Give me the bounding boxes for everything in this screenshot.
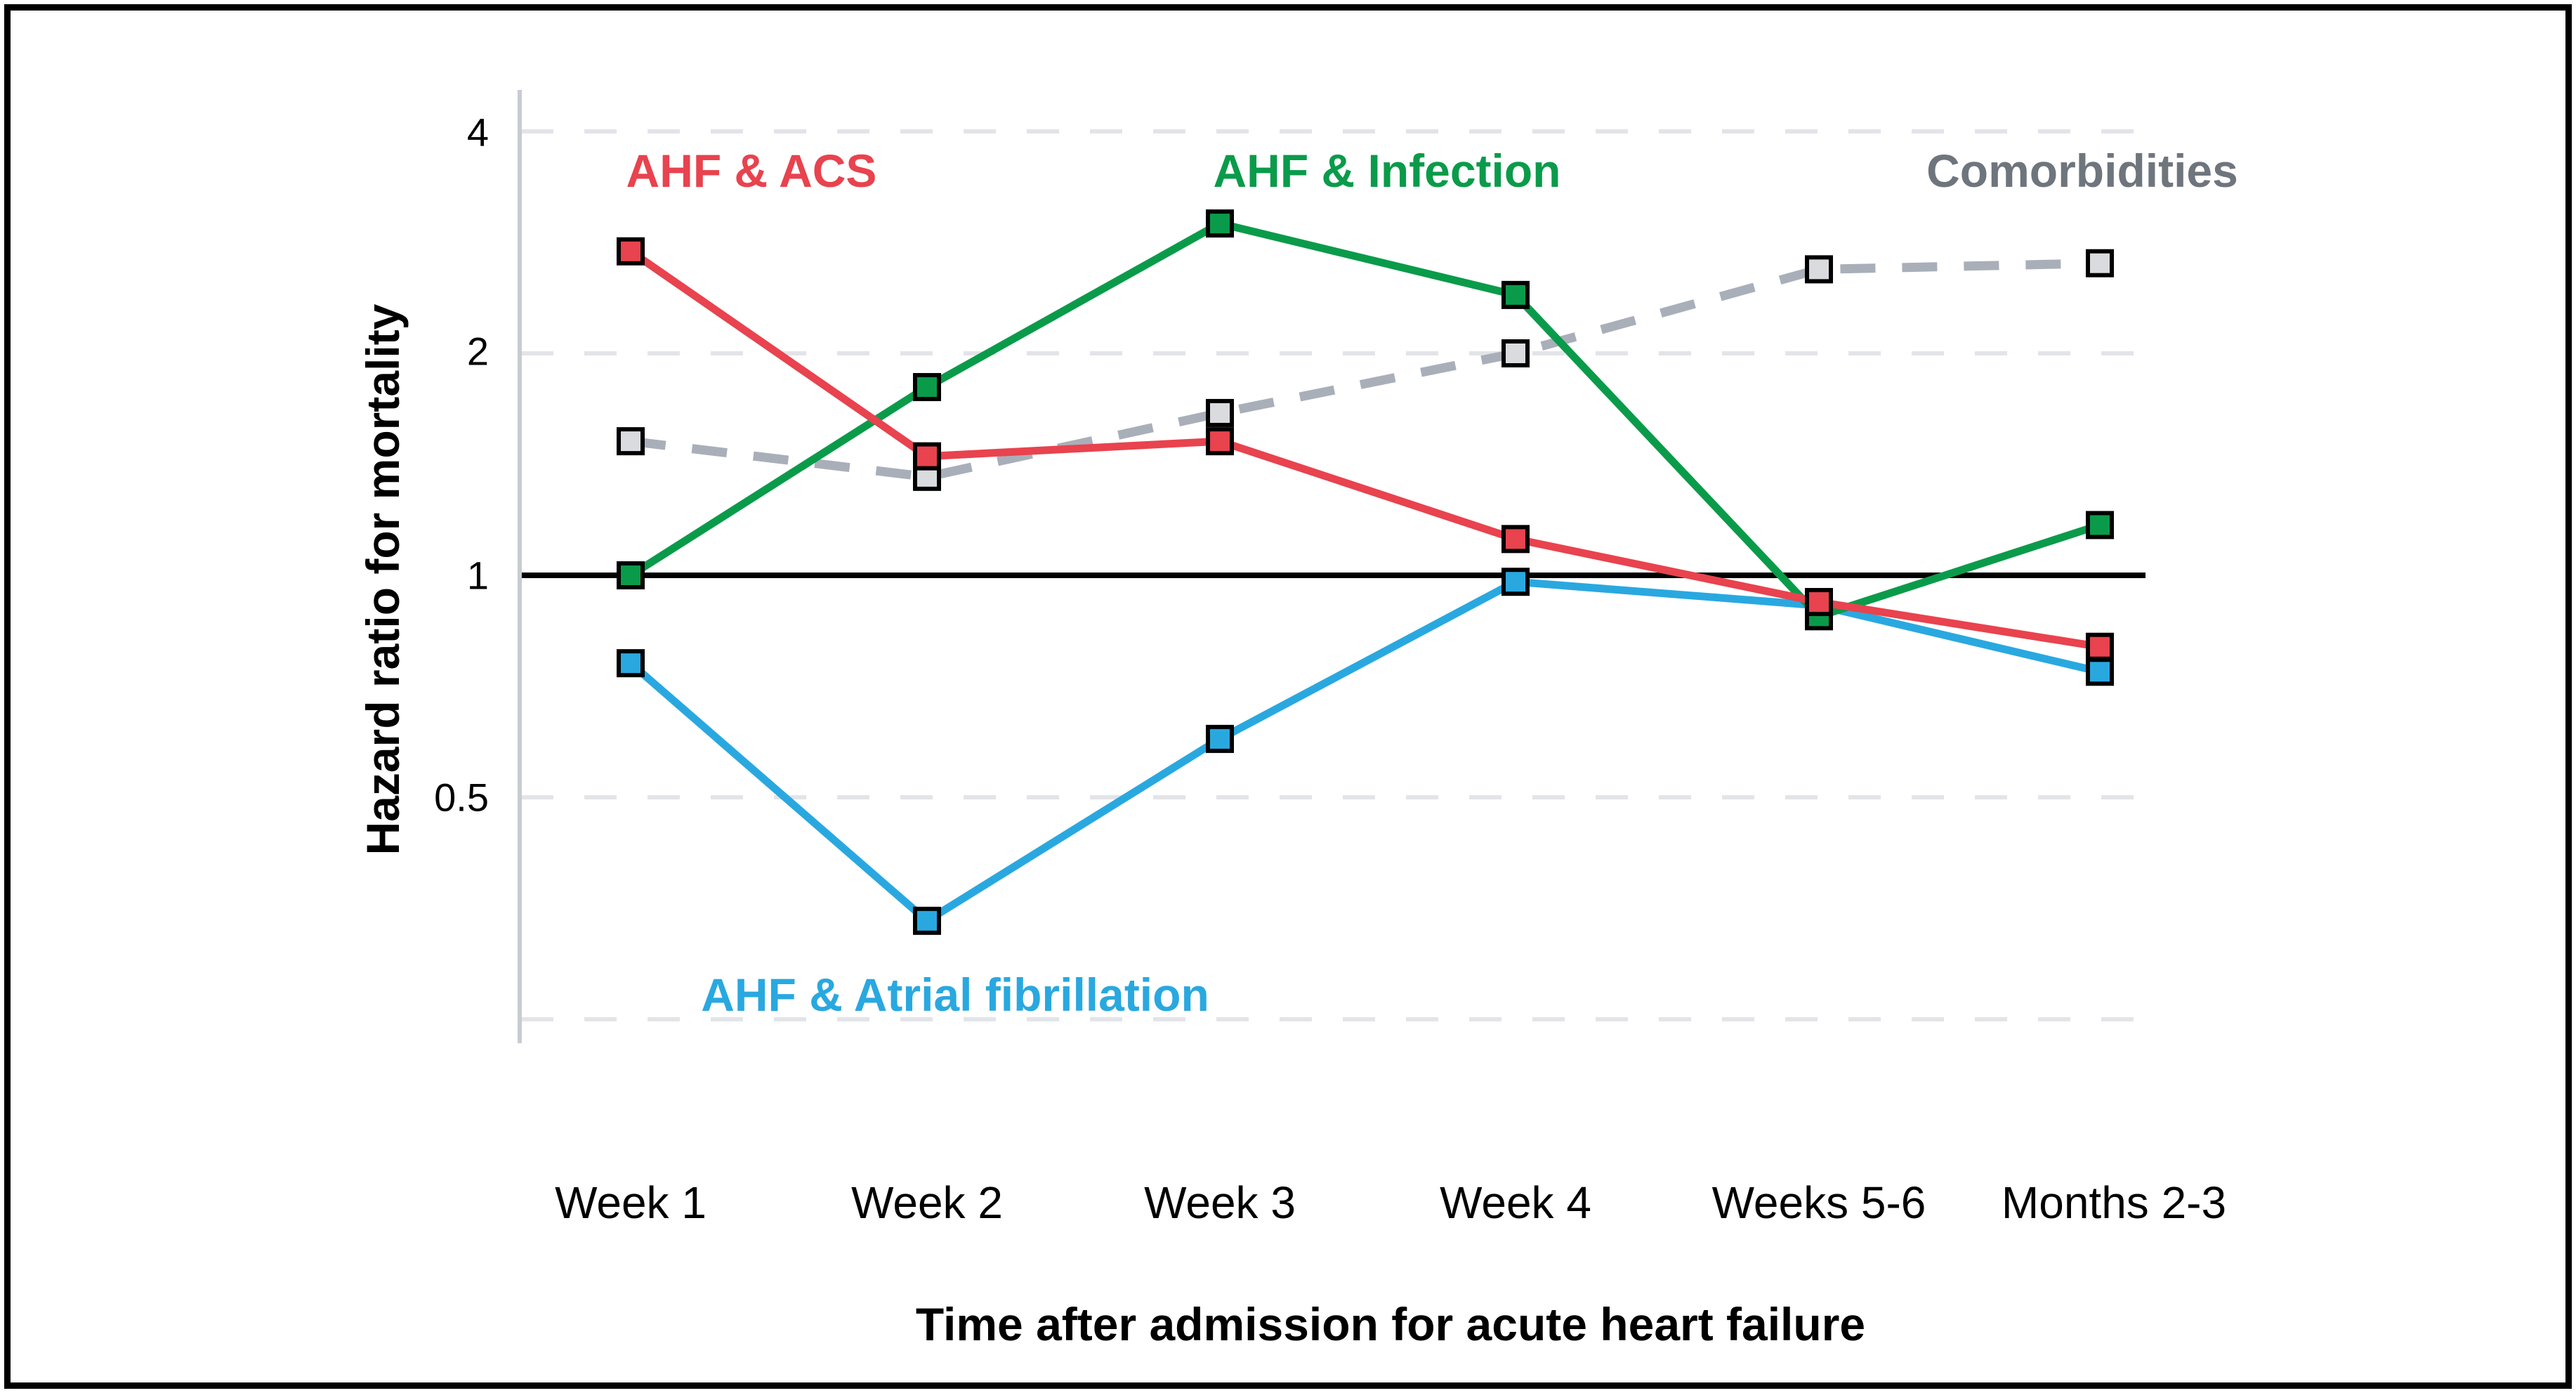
series-line-3 [628,248,2101,651]
data-point-marker-s3-p1 [913,442,941,471]
data-point-marker-s0-p5 [2086,249,2114,277]
x-tick-months2-3: Months 2-3 [2002,1177,2226,1228]
data-point-marker-s0-p2 [1206,398,1234,427]
legend-label-ahf-infection: AHF & Infection [1214,145,1561,197]
data-point-marker-s3-p3 [1501,525,1530,554]
data-point-marker-s0-p4 [1805,255,1833,284]
data-point-marker-s3-p0 [617,237,645,266]
figure-border [4,4,2572,1389]
data-point-marker-s1-p1 [913,906,941,935]
data-point-marker-s3-p2 [1206,427,1234,456]
x-axis-title: Time after admission for acute heart fai… [916,1298,1865,1350]
data-point-marker-s2-p0 [617,561,645,589]
x-tick-week3: Week 3 [1144,1177,1296,1228]
legend-label-ahf-atrial-fibrillation: AHF & Atrial fibrillation [701,969,1209,1021]
data-point-marker-s3-p4 [1805,588,1833,617]
gridlines-layer [520,129,2148,1021]
y-tick-0-5: 0.5 [434,776,489,820]
x-tick-week2: Week 2 [851,1177,1003,1228]
data-point-marker-s1-p2 [1206,724,1234,753]
legend-label-comorbidities: Comorbidities [1926,145,2238,197]
series-line-2 [629,219,2101,621]
data-point-marker-s2-p5 [2086,511,2114,539]
y-tick-1: 1 [467,554,489,598]
data-point-marker-s1-p0 [617,649,645,678]
data-point-marker-s0-p3 [1501,339,1530,367]
data-point-marker-s1-p5 [2086,658,2114,686]
series-line-1 [628,577,2101,926]
data-point-marker-s2-p3 [1501,280,1530,309]
series-layer [617,209,2114,935]
y-axis-title: Hazard ratio for mortality [357,303,409,855]
data-point-marker-s1-p3 [1501,568,1530,596]
data-point-marker-s2-p1 [913,373,941,402]
x-tick-weeks5-6: Weeks 5-6 [1712,1177,1926,1228]
data-point-marker-s3-p5 [2086,632,2114,661]
x-tick-week1: Week 1 [555,1177,707,1228]
y-tick-4: 4 [467,110,489,155]
x-tick-week4: Week 4 [1440,1177,1591,1228]
series-line-0 [630,259,2101,482]
data-point-marker-s2-p2 [1206,209,1234,238]
data-point-marker-s0-p0 [617,427,645,456]
legend-label-ahf-acs: AHF & ACS [626,145,877,197]
y-tick-2: 2 [467,329,489,374]
